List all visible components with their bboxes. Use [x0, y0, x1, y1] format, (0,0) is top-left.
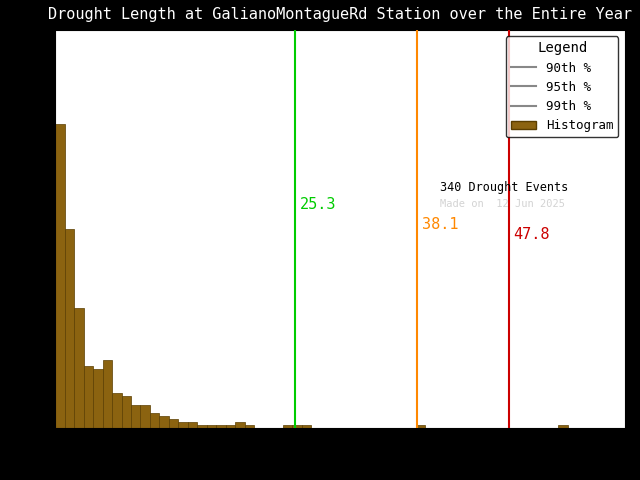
- Bar: [283, 425, 292, 428]
- Bar: [416, 425, 426, 428]
- Bar: [93, 369, 102, 428]
- Bar: [558, 425, 568, 428]
- Bar: [74, 309, 84, 428]
- Bar: [150, 413, 159, 428]
- Bar: [112, 393, 122, 428]
- Legend: 90th %, 95th %, 99th %, Histogram: 90th %, 95th %, 99th %, Histogram: [506, 36, 618, 137]
- X-axis label: Number of Consecutive Days with no rain: Number of Consecutive Days with no rain: [177, 459, 503, 473]
- Bar: [84, 366, 93, 428]
- Text: 25.3: 25.3: [300, 197, 337, 212]
- Bar: [179, 422, 188, 428]
- Bar: [198, 425, 207, 428]
- Text: Made on  12 Jun 2025: Made on 12 Jun 2025: [440, 199, 564, 209]
- Bar: [245, 425, 255, 428]
- Bar: [131, 405, 141, 428]
- Text: 47.8: 47.8: [514, 227, 550, 242]
- Text: 340 Drought Events: 340 Drought Events: [440, 181, 568, 194]
- Bar: [141, 405, 150, 428]
- Bar: [207, 425, 216, 428]
- Bar: [188, 422, 198, 428]
- Bar: [102, 360, 112, 428]
- Y-axis label: Probability (%): Probability (%): [7, 166, 21, 292]
- Bar: [55, 123, 65, 428]
- Bar: [65, 229, 74, 428]
- Bar: [292, 425, 302, 428]
- Title: Drought Length at GalianoMontagueRd Station over the Entire Year: Drought Length at GalianoMontagueRd Stat…: [48, 7, 632, 22]
- Bar: [226, 425, 236, 428]
- Bar: [169, 419, 179, 428]
- Bar: [236, 422, 245, 428]
- Bar: [122, 396, 131, 428]
- Bar: [302, 425, 312, 428]
- Bar: [216, 425, 226, 428]
- Text: 38.1: 38.1: [422, 217, 458, 232]
- Bar: [159, 416, 169, 428]
